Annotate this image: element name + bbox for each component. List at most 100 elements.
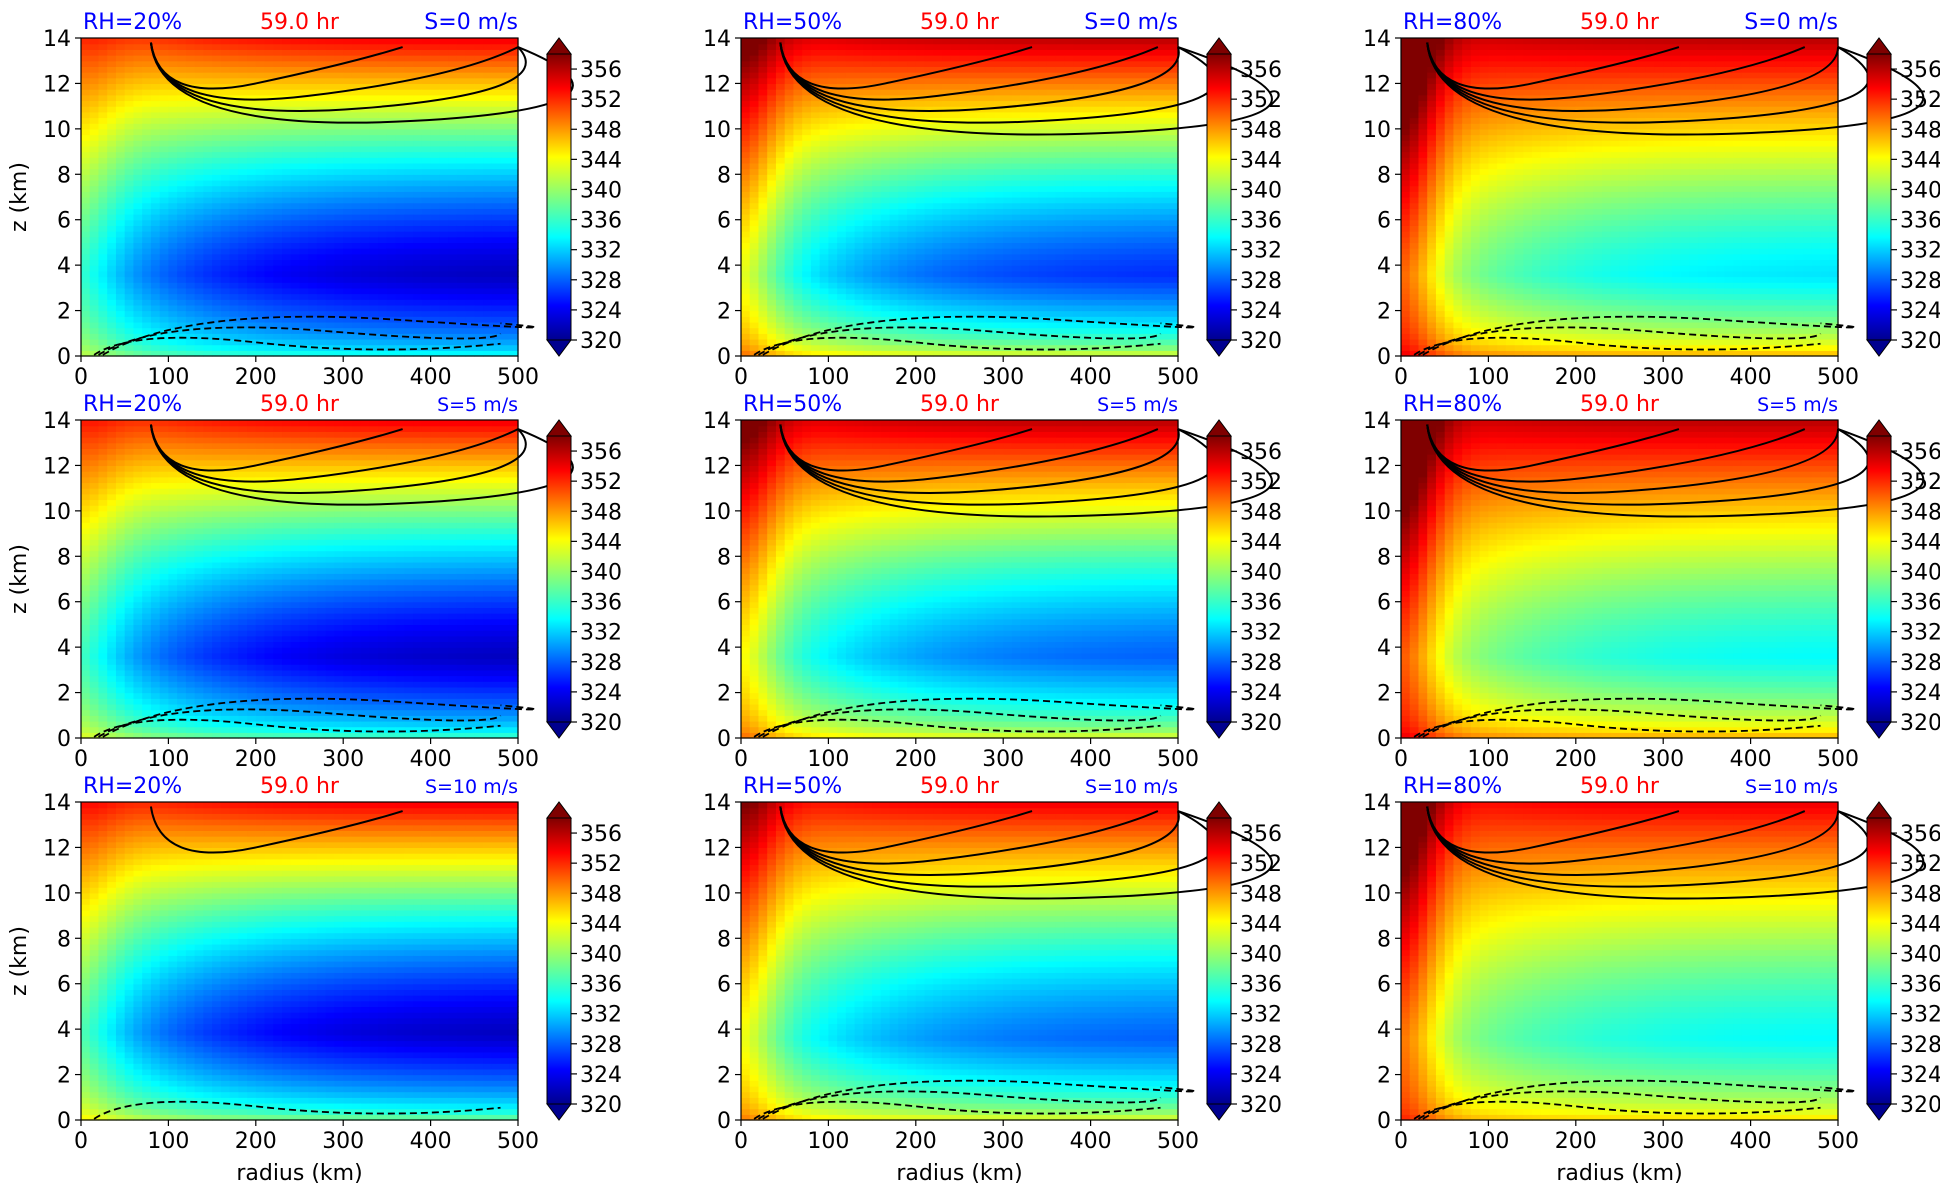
- heat-cell: [430, 106, 440, 113]
- heat-cell: [872, 179, 882, 187]
- heat-cell: [933, 83, 943, 90]
- heat-cell: [1003, 270, 1013, 278]
- heat-cell: [378, 231, 388, 238]
- heat-cell: [133, 344, 143, 351]
- heat-cell: [316, 185, 327, 192]
- heat-cell: [255, 350, 266, 357]
- heat-cell: [915, 38, 926, 45]
- heat-cell: [810, 89, 821, 96]
- heat-cell: [238, 304, 248, 312]
- heat-cell: [369, 259, 379, 266]
- heat-cell: [880, 179, 891, 187]
- heat-cell: [767, 265, 777, 272]
- heat-cell: [1064, 304, 1074, 312]
- heat-cell: [343, 83, 353, 90]
- heat-cell: [264, 310, 274, 317]
- heat-cell: [378, 287, 388, 295]
- heat-cell: [115, 55, 126, 62]
- heat-cell: [1029, 151, 1039, 158]
- heat-cell: [456, 55, 467, 62]
- heat-cell: [898, 242, 908, 249]
- heat-cell: [924, 43, 934, 50]
- heat-cell: [889, 310, 899, 317]
- heat-cell: [1029, 140, 1039, 147]
- heat-cell: [142, 89, 152, 96]
- heat-cell: [448, 72, 458, 79]
- heat-cell: [133, 338, 143, 346]
- heat-cell: [1038, 214, 1048, 221]
- heat-cell: [448, 236, 458, 244]
- heat-cell: [810, 77, 821, 85]
- heat-cell: [194, 49, 204, 56]
- heat-cell: [898, 338, 908, 346]
- heat-cell: [942, 276, 952, 283]
- heat-cell: [500, 117, 510, 124]
- heat-cell: [168, 321, 178, 329]
- heat-cell: [150, 344, 161, 351]
- heat-cell: [863, 208, 873, 215]
- heat-cell: [264, 253, 274, 261]
- heat-cell: [915, 259, 926, 266]
- heat-cell: [1011, 265, 1022, 272]
- heat-cell: [491, 111, 502, 119]
- heat-cell: [1046, 248, 1057, 255]
- heat-cell: [1055, 43, 1065, 50]
- heat-cell: [81, 197, 91, 204]
- heat-cell: [386, 72, 397, 79]
- heat-cell: [203, 265, 213, 272]
- heat-cell: [942, 49, 952, 56]
- heat-cell: [194, 208, 204, 215]
- heat-cell: [386, 117, 397, 124]
- heat-cell: [828, 344, 838, 351]
- heat-cell: [369, 168, 379, 175]
- heat-cell: [220, 304, 231, 312]
- heat-cell: [413, 106, 423, 113]
- heat-cell: [439, 134, 449, 141]
- heat-cell: [976, 208, 987, 215]
- heat-cell: [1064, 94, 1074, 102]
- heat-cell: [1064, 259, 1074, 266]
- heat-cell: [351, 151, 362, 158]
- heat-cell: [968, 134, 978, 141]
- heat-cell: [758, 265, 768, 272]
- heat-cell: [491, 100, 502, 107]
- heat-cell: [308, 123, 318, 130]
- heat-cell: [185, 100, 196, 107]
- heat-cell: [793, 338, 803, 346]
- heat-cell: [395, 134, 405, 141]
- heat-cell: [491, 265, 502, 272]
- heat-cell: [976, 49, 987, 56]
- heat-cell: [1003, 94, 1013, 102]
- heat-cell: [819, 304, 829, 312]
- heat-cell: [247, 236, 257, 244]
- heat-cell: [907, 191, 917, 198]
- heat-cell: [194, 253, 204, 261]
- heat-cell: [819, 350, 829, 357]
- heat-cell: [950, 299, 961, 306]
- heat-cell: [421, 43, 432, 50]
- heat-cell: [959, 316, 969, 323]
- heat-cell: [448, 259, 458, 266]
- heat-cell: [749, 128, 760, 136]
- heat-cell: [907, 89, 917, 96]
- heat-cell: [247, 293, 257, 300]
- heat-cell: [810, 202, 821, 209]
- heat-cell: [308, 350, 318, 357]
- heat-cell: [456, 327, 467, 334]
- heat-cell: [115, 321, 126, 329]
- heat-cell: [915, 344, 926, 351]
- heat-cell: [837, 55, 847, 62]
- heat-cell: [828, 191, 838, 198]
- heat-cell: [863, 162, 873, 170]
- heat-cell: [395, 299, 405, 306]
- heat-cell: [247, 214, 257, 221]
- heat-cell: [907, 304, 917, 312]
- heat-cell: [1046, 208, 1057, 215]
- heat-cell: [255, 123, 266, 130]
- heat-cell: [185, 299, 196, 306]
- heat-cell: [395, 179, 405, 187]
- heat-cell: [872, 327, 882, 334]
- heat-cell: [107, 174, 117, 181]
- heat-cell: [185, 214, 196, 221]
- heat-cell: [413, 151, 423, 158]
